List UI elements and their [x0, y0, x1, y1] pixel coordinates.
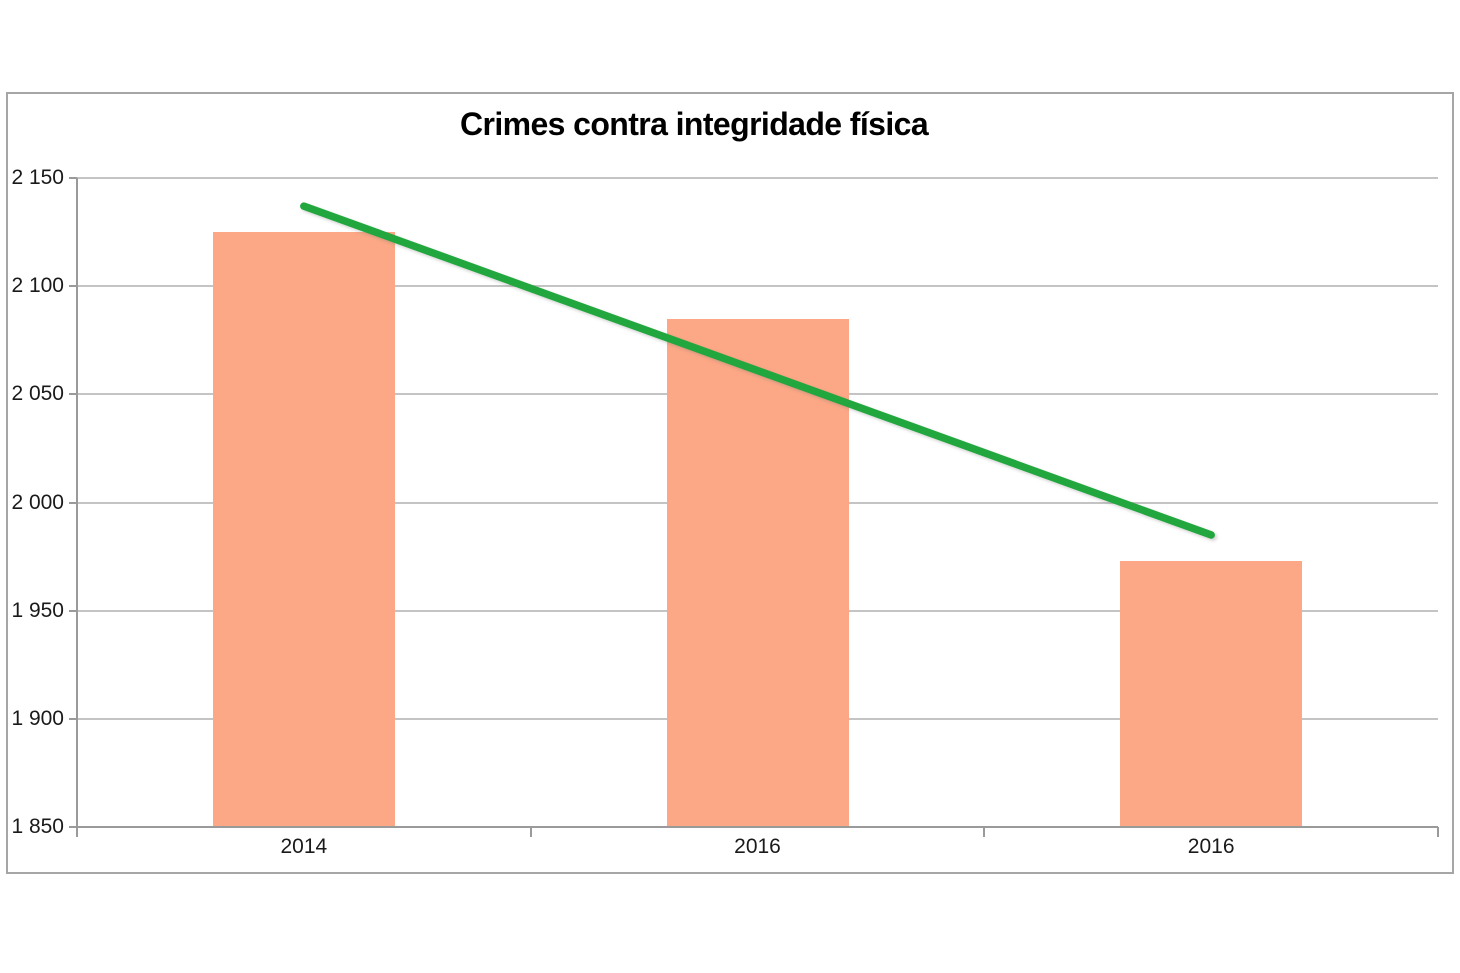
bar-2016-1 — [666, 318, 849, 827]
x-axis-tick — [1437, 827, 1439, 837]
y-tick-label: 2 050 — [11, 382, 64, 406]
y-tick-label: 2 000 — [11, 490, 64, 514]
x-axis-tick — [529, 827, 532, 837]
y-tick-label: 2 100 — [11, 274, 64, 298]
y-axis-tick — [69, 177, 77, 179]
x-tick-label: 2014 — [280, 835, 328, 858]
y-tick-label: 2 150 — [11, 166, 64, 189]
y-tick-label: 1 950 — [11, 598, 64, 622]
x-tick-label: 2016 — [1187, 835, 1235, 858]
y-axis-tick — [69, 285, 77, 288]
bar-2016-2 — [1120, 560, 1303, 827]
y-tick-label: 1 850 — [11, 815, 64, 838]
chart-title: Crimes contra integridade física — [459, 106, 929, 142]
y-axis-line — [76, 178, 78, 837]
y-axis-tick — [69, 501, 77, 504]
gridline — [77, 177, 1438, 179]
y-axis-tick — [69, 393, 77, 396]
x-axis-line — [77, 826, 1438, 828]
bar-2014-0 — [212, 232, 395, 827]
y-axis-tick — [69, 826, 77, 828]
y-axis-tick — [69, 717, 77, 720]
y-tick-label: 1 900 — [11, 706, 64, 730]
x-axis-tick — [983, 827, 986, 837]
y-axis-tick — [69, 609, 77, 612]
x-tick-label: 2016 — [734, 835, 781, 858]
